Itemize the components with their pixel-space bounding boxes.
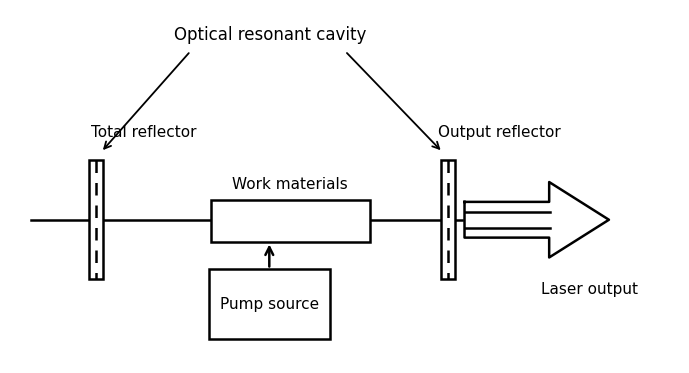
Bar [440,160,455,279]
Text: Pump source: Pump source [220,297,319,311]
Bar [89,160,103,279]
Text: Total reflector: Total reflector [91,125,196,140]
Bar [209,269,330,339]
Text: Output reflector: Output reflector [438,125,560,140]
Bar [211,200,370,242]
Text: Work materials: Work materials [232,177,348,192]
Text: Optical resonant cavity: Optical resonant cavity [174,26,367,44]
Polygon shape [464,182,609,257]
Text: Laser output: Laser output [540,282,637,297]
